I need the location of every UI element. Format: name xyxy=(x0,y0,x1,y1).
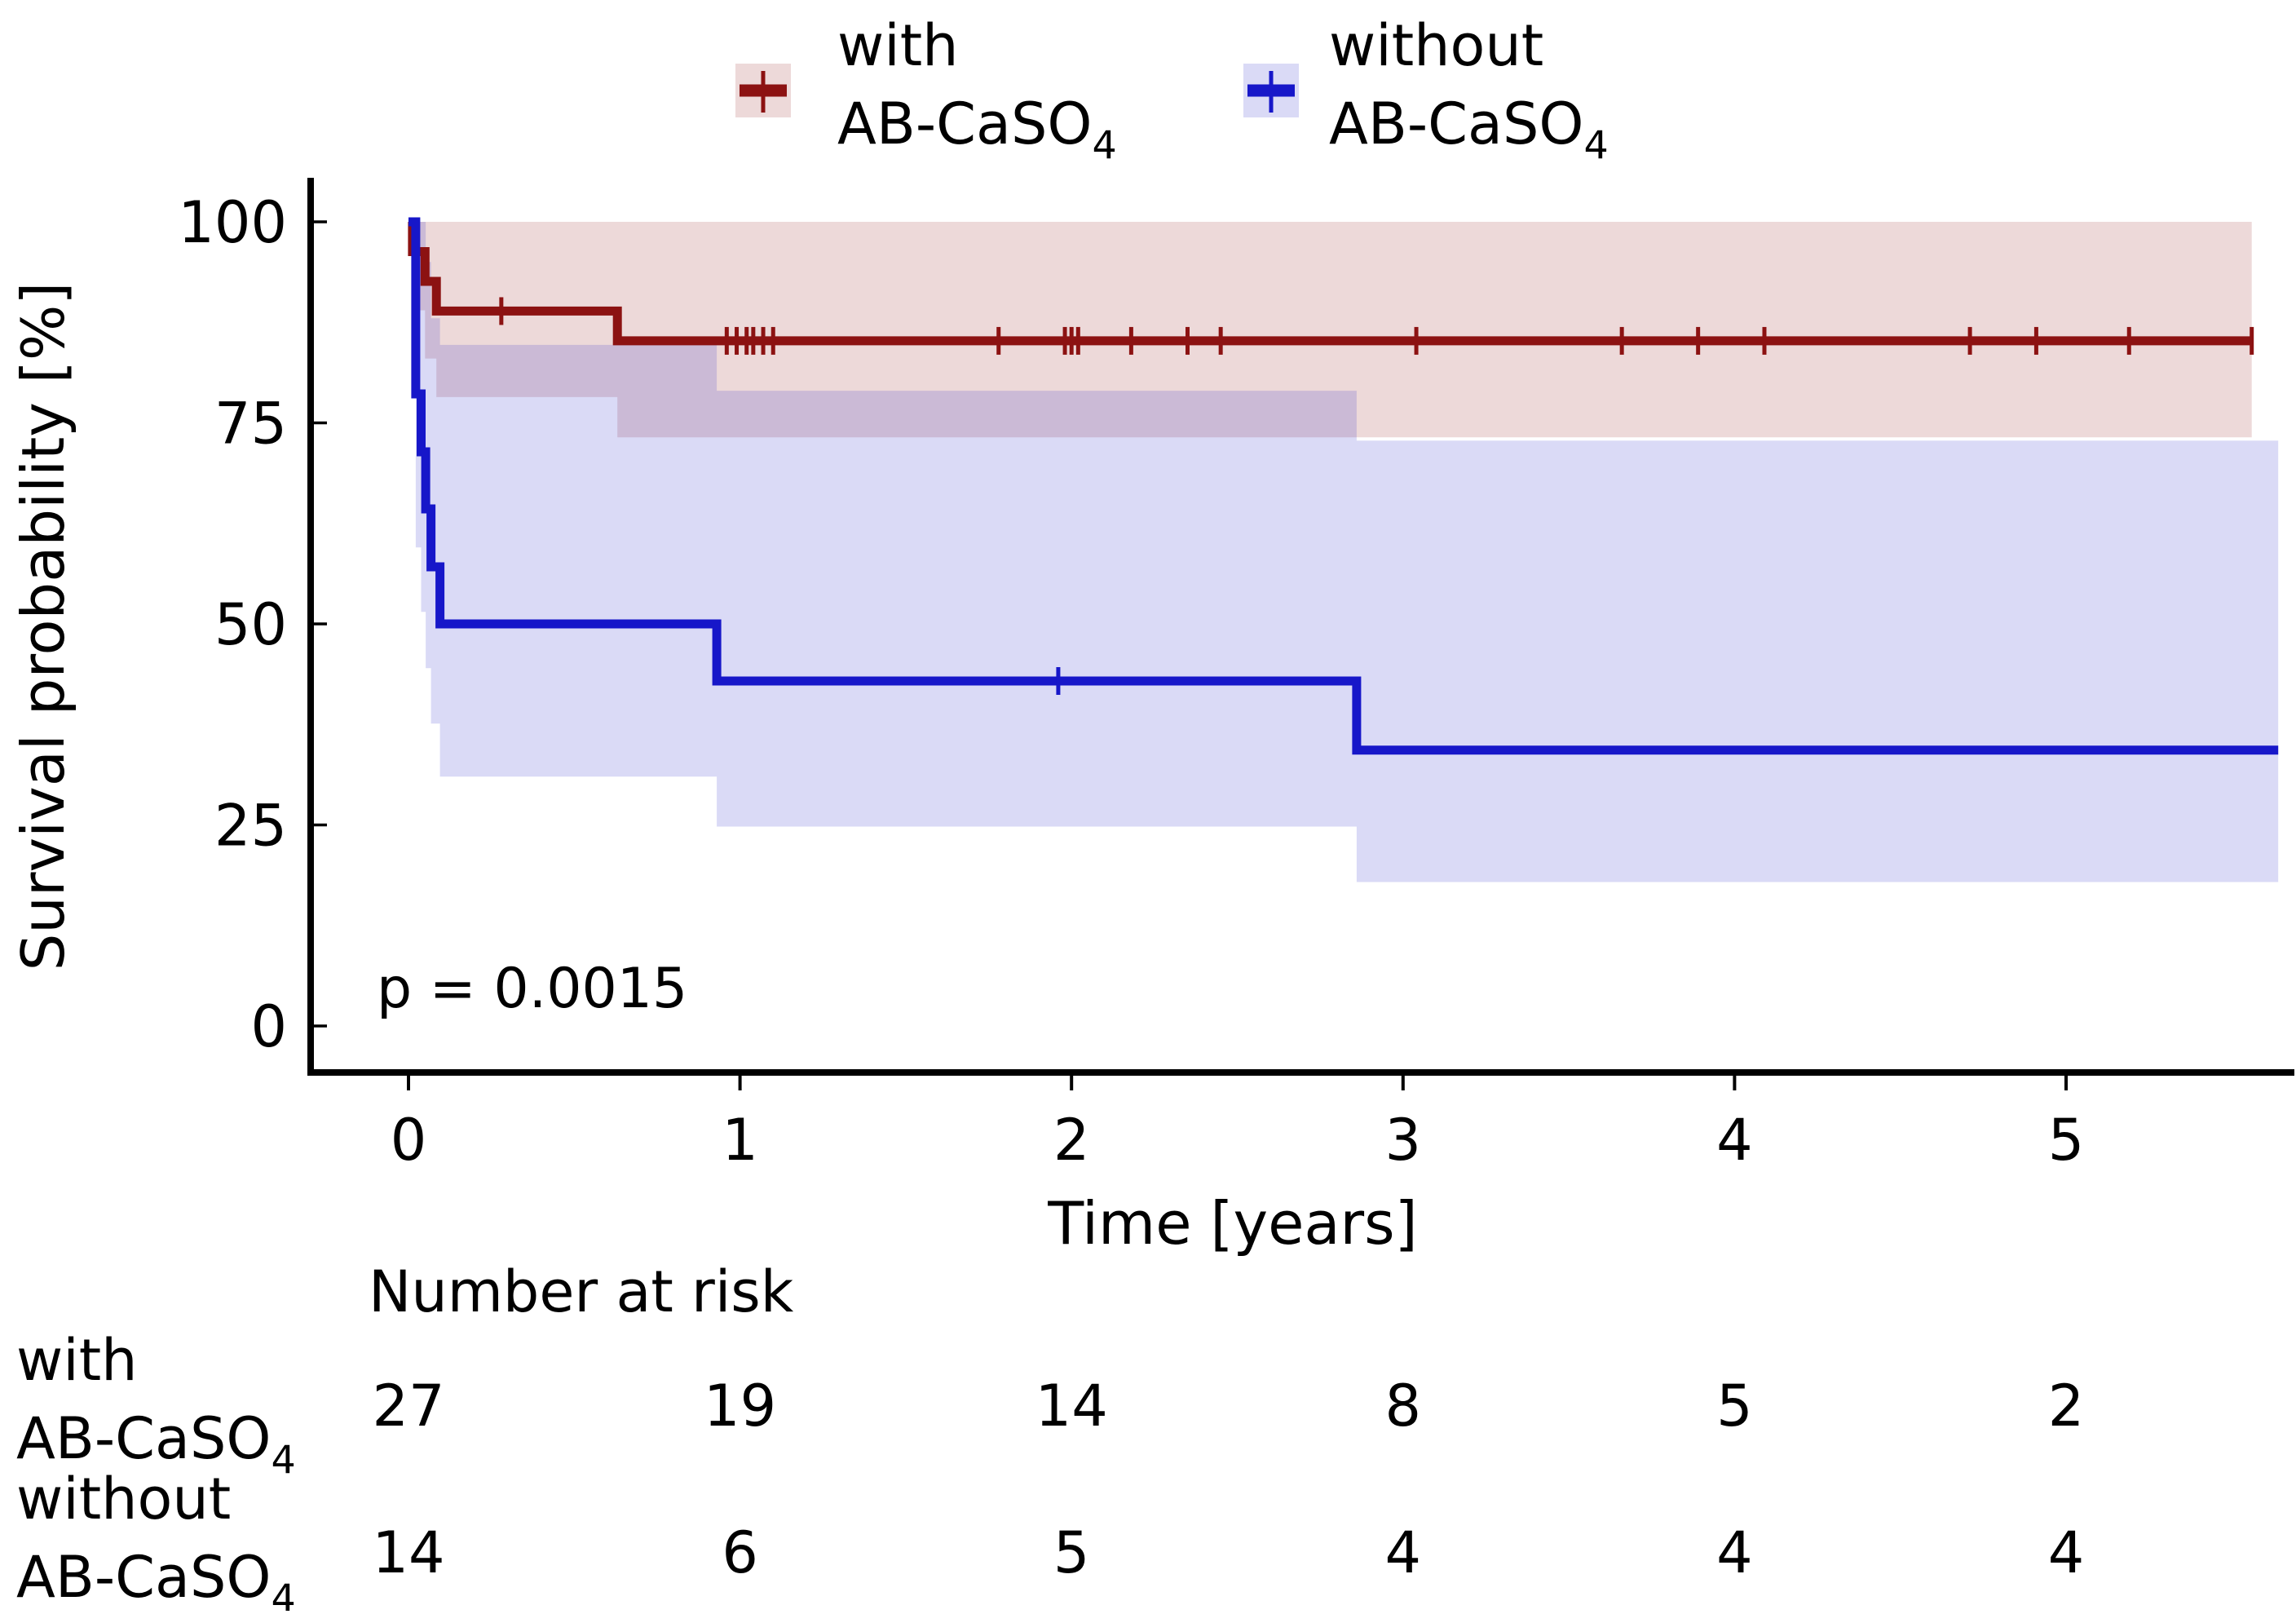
at-risk-value: 6 xyxy=(722,1519,758,1586)
at-risk-row-with: with AB-CaSO4 27 19 14 8 5 2 xyxy=(16,1327,2084,1483)
legend-entry-with: with AB-CaSO4 xyxy=(735,12,1117,168)
legend-label-line1: with xyxy=(837,12,959,79)
at-risk-value: 2 xyxy=(2048,1373,2085,1439)
at-risk-value: 5 xyxy=(1716,1373,1753,1439)
x-tick-label: 5 xyxy=(2048,1107,2085,1174)
at-risk-value: 5 xyxy=(1053,1519,1090,1586)
x-tick-label: 0 xyxy=(391,1107,427,1174)
x-axis-label: Time [years] xyxy=(1047,1189,1417,1258)
at-risk-row-without: without AB-CaSO4 14 6 5 4 4 4 xyxy=(16,1466,2085,1614)
p-value-annotation: p = 0.0015 xyxy=(377,957,687,1021)
y-axis-label: Survival probability [%] xyxy=(9,282,77,971)
y-tick-label: 25 xyxy=(214,793,287,860)
ci-band-with xyxy=(412,222,2252,438)
y-tick-label: 100 xyxy=(178,189,287,256)
x-tick-label: 2 xyxy=(1053,1107,1090,1174)
km-curve-without xyxy=(408,217,2279,755)
x-tick-label: 1 xyxy=(722,1107,758,1174)
legend-label-line2: AB-CaSO4 xyxy=(837,91,1117,168)
x-tick-label: 4 xyxy=(1716,1107,1753,1174)
legend-label-line1: without xyxy=(1329,12,1543,79)
at-risk-row-label-line1: with xyxy=(16,1327,138,1394)
y-tick-label: 75 xyxy=(214,391,287,458)
y-tick-label: 50 xyxy=(214,591,287,658)
at-risk-row-label-line1: without xyxy=(16,1466,231,1532)
legend-entry-without: without AB-CaSO4 xyxy=(1243,12,1609,168)
legend-label-line2: AB-CaSO4 xyxy=(1329,91,1609,168)
y-tick-label: 0 xyxy=(250,993,287,1060)
at-risk-value: 4 xyxy=(1716,1519,1753,1586)
at-risk-value: 4 xyxy=(1385,1519,1422,1586)
at-risk-value: 4 xyxy=(2048,1519,2085,1586)
at-risk-value: 27 xyxy=(372,1373,444,1439)
x-tick-label: 3 xyxy=(1385,1107,1422,1174)
ci-band-without xyxy=(415,222,2279,882)
at-risk-value: 14 xyxy=(1035,1373,1108,1439)
at-risk-value: 8 xyxy=(1385,1373,1422,1439)
at-risk-value: 19 xyxy=(704,1373,776,1439)
at-risk-header: Number at risk xyxy=(369,1258,794,1325)
censor-marks-with xyxy=(499,297,2254,355)
at-risk-row-label-line2: AB-CaSO4 xyxy=(16,1405,296,1483)
at-risk-value: 14 xyxy=(372,1519,444,1586)
at-risk-row-label-line2: AB-CaSO4 xyxy=(16,1544,296,1611)
